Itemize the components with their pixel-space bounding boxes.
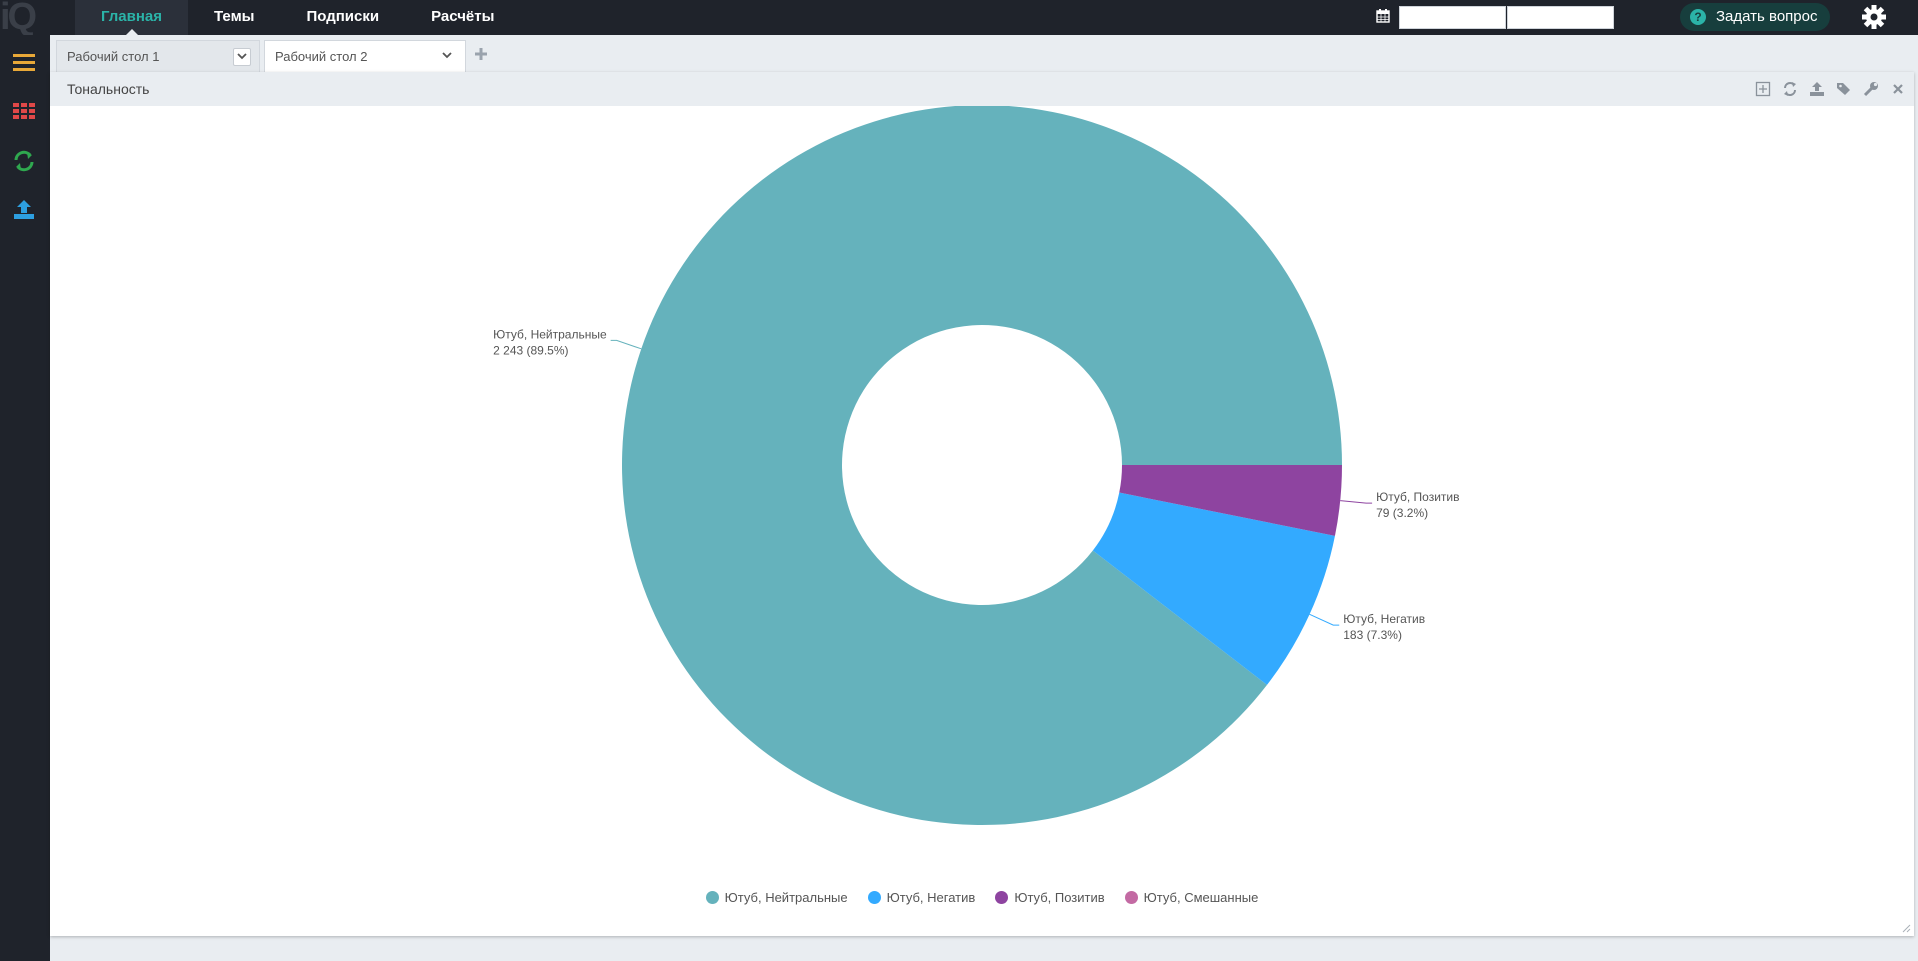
slice-label-name-1: Ютуб, Негатив <box>1343 612 1425 626</box>
expand-icon[interactable] <box>1755 81 1771 97</box>
legend-marker <box>1124 891 1138 904</box>
tab-desktop-2[interactable]: Рабочий стол 2 <box>264 40 466 72</box>
app-logo: iQ <box>0 0 37 35</box>
export-icon[interactable] <box>1809 81 1825 97</box>
tab-label: Рабочий стол 2 <box>275 49 368 64</box>
gear-icon[interactable] <box>1860 3 1888 31</box>
legend-label: Ютуб, Негатив <box>886 890 976 905</box>
tab-dropdown-button[interactable] <box>439 48 457 66</box>
legend-marker <box>705 891 719 904</box>
legend-label: Ютуб, Смешанные <box>1143 890 1259 905</box>
tab-dropdown-button[interactable] <box>233 48 251 66</box>
date-to-input[interactable] <box>1507 6 1614 29</box>
calendar-icon[interactable] <box>1376 9 1390 23</box>
tab-desktop-1[interactable]: Рабочий стол 1 <box>56 40 260 72</box>
donut-slice-0[interactable] <box>622 106 1342 825</box>
refresh-icon[interactable] <box>1782 81 1798 97</box>
slice-label-value-2: 79 (3.2%) <box>1376 506 1428 520</box>
label-connector-0 <box>610 339 642 350</box>
close-icon[interactable] <box>1890 81 1906 97</box>
ask-question-label: Задать вопрос <box>1716 8 1818 25</box>
tonality-donut-chart: Ютуб, Нейтральные 2 243 (89.5%) Ютуб, Нега… <box>493 106 1459 825</box>
main-nav: Главная Темы Подписки Расчёты <box>75 0 520 35</box>
slice-label-value-0: 2 243 (89.5%) <box>493 343 568 357</box>
widget-panel: Тональность Ютуб, Нейтральные 2 243 (89.5… <box>50 72 1914 936</box>
add-tab-icon[interactable] <box>474 47 488 61</box>
date-from-input[interactable] <box>1399 6 1506 29</box>
chevron-down-icon <box>237 53 247 60</box>
nav-item-topics[interactable]: Темы <box>214 8 255 25</box>
wrench-icon[interactable] <box>1863 81 1879 97</box>
slice-label-name-2: Ютуб, Позитив <box>1376 490 1459 504</box>
legend-item-neutral[interactable]: Ютуб, Нейтральные <box>705 890 848 905</box>
slice-label-value-1: 183 (7.3%) <box>1343 628 1402 642</box>
tags-icon[interactable] <box>1836 81 1852 97</box>
upload-icon[interactable] <box>12 198 36 220</box>
legend-label: Ютуб, Позитив <box>1014 890 1105 905</box>
label-connector-1 <box>1309 613 1340 626</box>
legend-marker <box>867 891 881 904</box>
legend-item-positive[interactable]: Ютуб, Позитив <box>995 890 1105 905</box>
label-connector-2 <box>1340 500 1373 504</box>
resize-handle-icon[interactable] <box>1901 923 1911 933</box>
question-circle-icon: ? <box>1690 9 1706 25</box>
top-bar: iQ Главная Темы Подписки Расчёты ? Задат… <box>0 0 1918 35</box>
menu-icon[interactable] <box>12 51 36 73</box>
panel-title: Тональность <box>67 81 150 97</box>
refresh-icon[interactable] <box>12 150 36 172</box>
donut-slice-2[interactable] <box>1119 465 1342 536</box>
grid-icon[interactable] <box>12 100 36 122</box>
legend-marker <box>995 891 1009 904</box>
panel-header: Тональность <box>50 72 1914 106</box>
nav-item-home[interactable]: Главная <box>75 0 189 35</box>
legend-item-mixed[interactable]: Ютуб, Смешанные <box>1124 890 1259 905</box>
chevron-down-icon <box>442 52 452 59</box>
legend-item-negative[interactable]: Ютуб, Негатив <box>867 890 976 905</box>
ask-question-button[interactable]: ? Задать вопрос <box>1680 3 1830 31</box>
tab-label: Рабочий стол 1 <box>67 49 160 64</box>
panel-toolbar <box>1755 81 1906 97</box>
chart-legend: Ютуб, Нейтральные Ютуб, Негатив Ютуб, По… <box>50 890 1914 905</box>
sidebar <box>0 35 50 961</box>
slice-label-name-0: Ютуб, Нейтральные <box>493 327 607 341</box>
nav-item-subscriptions[interactable]: Подписки <box>306 8 380 25</box>
legend-label: Ютуб, Нейтральные <box>724 890 848 905</box>
donut-slice-1[interactable] <box>1092 492 1335 685</box>
nav-item-calculations[interactable]: Расчёты <box>431 8 495 25</box>
